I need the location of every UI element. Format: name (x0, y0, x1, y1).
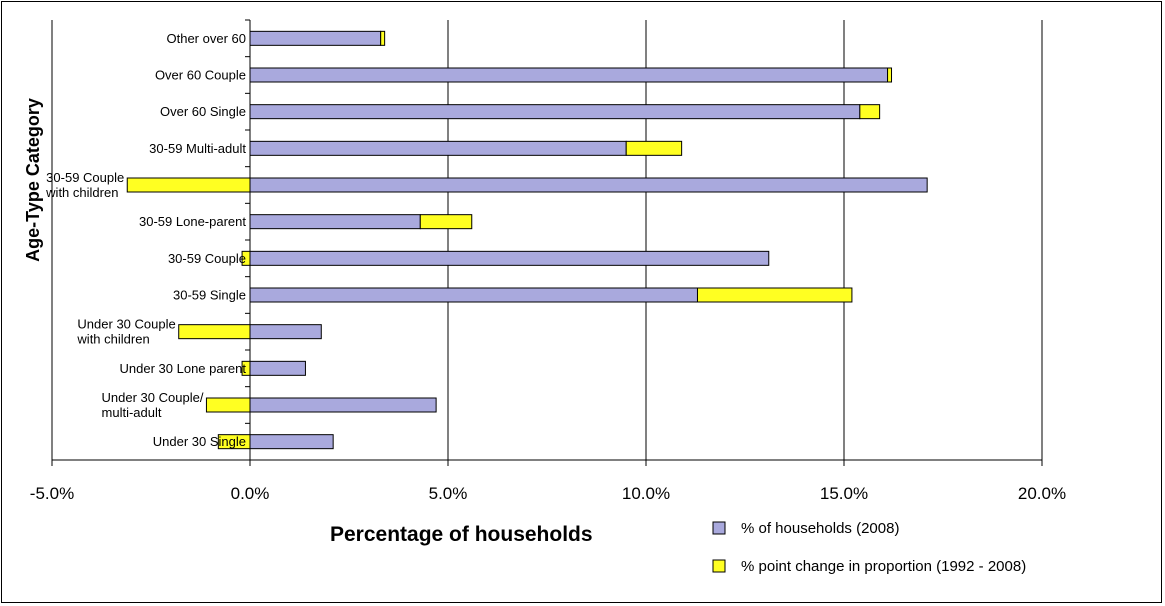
category-label-8-line-0: Under 30 Couple (77, 317, 175, 332)
bar-households-0 (249, 30, 382, 46)
bar-households-10 (249, 397, 437, 413)
category-label-9: Under 30 Lone parent (120, 361, 247, 376)
bar-households-3 (249, 140, 627, 156)
legend: % of households (2008) % point change in… (712, 520, 1026, 575)
bar-change-2 (859, 104, 881, 120)
category-label-10-line-0: Under 30 Couple/ (102, 390, 204, 405)
category-label-3: 30-59 Multi-adult (149, 141, 246, 156)
category-label-5: 30-59 Lone-parent (139, 214, 246, 229)
bar-households-4 (249, 177, 928, 193)
bar-households-8 (249, 324, 322, 340)
x-tick-label-2: 5.0% (429, 484, 468, 503)
x-tick-label-3: 10.0% (622, 484, 670, 503)
bar-change-7 (696, 287, 853, 303)
category-label-1: Over 60 Couple (155, 68, 246, 83)
category-label-10: Under 30 Couple/multi-adult (102, 390, 204, 420)
category-label-8-line-1: with children (76, 332, 149, 347)
y-axis-label: Age-Type Category (23, 98, 43, 262)
axes-group (51, 19, 1043, 466)
bar-households-11 (249, 434, 334, 450)
legend-label-households-2008: % of households (2008) (741, 520, 899, 537)
legend-swatch-households-2008 (712, 521, 726, 535)
bar-change-0 (380, 30, 386, 46)
bar-households-6 (249, 250, 770, 266)
x-tick-labels: -5.0% 0.0% 5.0% 10.0% 15.0% 20.0% (30, 484, 1066, 503)
x-tick-label-1: 0.0% (231, 484, 270, 503)
x-tick-label-5: 20.0% (1018, 484, 1066, 503)
bar-change-8 (178, 324, 251, 340)
category-label-11: Under 30 Single (153, 434, 246, 449)
bar-change-10 (205, 397, 251, 413)
bar-households-1 (249, 67, 889, 83)
bar-change-5 (419, 214, 473, 230)
bars-group (126, 30, 928, 450)
bar-households-2 (249, 104, 861, 120)
x-tick-label-0: -5.0% (30, 484, 74, 503)
legend-swatch-point-change (712, 559, 726, 573)
bar-change-3 (625, 140, 683, 156)
x-axis-label: Percentage of households (330, 523, 593, 546)
category-label-2: Over 60 Single (160, 104, 246, 119)
category-label-4-line-0: 30-59 Couple (46, 170, 124, 185)
category-labels: Other over 60 Over 60 Couple Over 60 Singl… (45, 31, 246, 449)
category-label-0: Other over 60 (167, 31, 247, 46)
bar-households-9 (249, 360, 306, 376)
category-label-4-line-1: with children (45, 185, 118, 200)
category-label-10-line-1: multi-adult (102, 405, 162, 420)
gridlines (447, 20, 1043, 460)
x-tick-label-4: 15.0% (820, 484, 868, 503)
bar-households-7 (249, 287, 698, 303)
bar-change-1 (887, 67, 893, 83)
bar-change-4 (126, 177, 251, 193)
legend-label-point-change: % point change in proportion (1992 - 200… (741, 558, 1026, 575)
category-label-7: 30-59 Single (173, 288, 246, 303)
bar-households-5 (249, 214, 421, 230)
category-label-6: 30-59 Couple (168, 251, 246, 266)
